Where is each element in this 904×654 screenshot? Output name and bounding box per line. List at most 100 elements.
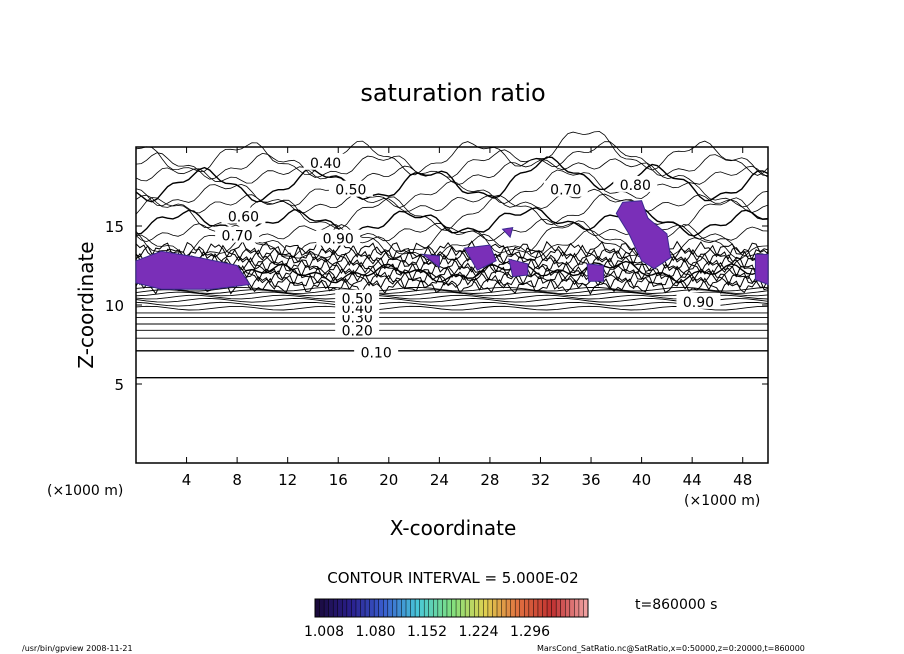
- colorbar-swatch: [474, 599, 480, 617]
- contour-line: [135, 188, 769, 214]
- colorbar: [314, 598, 589, 618]
- x-tick-label: 24: [430, 471, 449, 489]
- contour-label: 0.40: [310, 156, 341, 172]
- colorbar-swatch: [351, 599, 357, 617]
- supersaturation-shading: [135, 200, 769, 290]
- colorbar-swatch: [537, 599, 543, 617]
- colorbar-swatch: [406, 599, 412, 617]
- shaded-region: [586, 263, 605, 282]
- x-tick-label: 4: [182, 471, 192, 489]
- contour-label-bg: [354, 343, 399, 360]
- y-tick-label: 15: [105, 218, 124, 236]
- colorbar-swatch: [360, 599, 366, 617]
- colorbar-swatch: [433, 599, 439, 617]
- colorbar-swatch: [556, 599, 562, 617]
- colorbar-swatch: [565, 599, 571, 617]
- contour-line: [135, 286, 769, 292]
- contour-label: 0.90: [683, 295, 714, 311]
- colorbar-swatch: [492, 599, 498, 617]
- colorbar-swatch: [469, 599, 475, 617]
- colorbar-swatch: [569, 599, 575, 617]
- colorbar-swatch: [315, 599, 321, 617]
- contour-labels: 0.100.200.300.400.500.400.50 0.70 0.800.60…: [215, 153, 721, 361]
- contour-line: [135, 289, 769, 294]
- shaded-region: [615, 200, 672, 270]
- colorbar-swatch: [383, 599, 389, 617]
- shaded-region: [508, 258, 529, 278]
- contour-label: 0.50: [342, 292, 373, 308]
- colorbar-swatch: [324, 599, 330, 617]
- colorbar-swatch: [551, 599, 557, 617]
- contour-label: 0.60: [228, 210, 259, 226]
- contour-label-bg: [328, 180, 373, 197]
- contour-label-bg: [676, 292, 721, 309]
- contour-line: [135, 297, 769, 303]
- colorbar-swatch: [346, 599, 352, 617]
- colorbar-swatch: [456, 599, 462, 617]
- colorbar-swatch: [396, 599, 402, 617]
- contour-label: 0.20: [342, 323, 373, 339]
- contour-label-bg: [303, 153, 348, 170]
- x-axis-label: X-coordinate: [390, 516, 517, 540]
- contour-label-bg: [215, 226, 260, 243]
- colorbar-swatch: [519, 599, 525, 617]
- colorbar-swatch: [374, 599, 380, 617]
- colorbar-swatch: [497, 599, 503, 617]
- contour-label: 0.50: [335, 183, 366, 199]
- colorbar-swatch: [487, 599, 493, 617]
- colorbar-swatch: [442, 599, 448, 617]
- colorbar-swatch: [446, 599, 452, 617]
- colorbar-swatch: [542, 599, 548, 617]
- colorbar-swatch: [506, 599, 512, 617]
- colorbar-swatch: [337, 599, 343, 617]
- colorbar-tick-labels: 1.008 1.080 1.152 1.224 1.296: [304, 624, 550, 640]
- x-tick-label: 12: [278, 471, 297, 489]
- colorbar-swatch: [478, 599, 484, 617]
- contour-label: 0.80: [620, 178, 651, 194]
- contour-label-bg: [221, 207, 266, 224]
- contour-label: 0.10: [361, 345, 392, 361]
- contour-line: [135, 291, 769, 297]
- colorbar-swatch: [574, 599, 580, 617]
- colorbar-swatch: [355, 599, 361, 617]
- colorbar-swatch: [342, 599, 348, 617]
- colorbar-tick-label: 1.080: [355, 624, 395, 640]
- colorbar-swatch: [460, 599, 466, 617]
- contour-label-bg: [613, 175, 658, 192]
- plot-frame: [135, 146, 769, 464]
- colorbar-tick-label: 1.224: [458, 624, 498, 640]
- chart-title: saturation ratio: [360, 79, 545, 107]
- colorbar-swatch: [428, 599, 434, 617]
- colorbar-swatch: [533, 599, 539, 617]
- x-tick-label: 20: [379, 471, 398, 489]
- contour-label-bg: [335, 289, 380, 306]
- colorbar-swatch: [424, 599, 430, 617]
- contour-label-bg: [335, 321, 380, 338]
- contour-label: 0.70: [550, 183, 581, 199]
- contour-interval: CONTOUR INTERVAL = 5.000E-02: [327, 569, 578, 587]
- contour-line: [135, 301, 769, 307]
- contour-line: [135, 156, 769, 203]
- x-tick-label: 40: [632, 471, 651, 489]
- shaded-region: [421, 253, 440, 269]
- x-unit-left: (×1000 m): [47, 483, 123, 499]
- colorbar-swatch: [451, 599, 457, 617]
- colorbar-swatch: [483, 599, 489, 617]
- y-axis-ticks: 5 10 15: [105, 218, 768, 394]
- x-tick-label: 16: [329, 471, 348, 489]
- colorbar-tick-label: 1.152: [407, 624, 447, 640]
- colorbar-swatch: [365, 599, 371, 617]
- shaded-region: [501, 226, 514, 239]
- shaded-region: [754, 253, 769, 286]
- contour-line: [135, 158, 769, 186]
- y-axis-label: Z-coordinate: [74, 241, 98, 368]
- colorbar-swatch: [319, 599, 325, 617]
- y-tick-label: 5: [114, 376, 124, 394]
- x-axis-ticks: 4 8 12 16 20 24 28 32 36 40 44 48: [182, 147, 752, 489]
- colorbar-swatch: [419, 599, 425, 617]
- x-tick-label: 36: [581, 471, 600, 489]
- contour-line: [135, 169, 769, 209]
- colorbar-swatch: [415, 599, 421, 617]
- x-tick-label: 44: [683, 471, 702, 489]
- colorbar-swatch: [437, 599, 443, 617]
